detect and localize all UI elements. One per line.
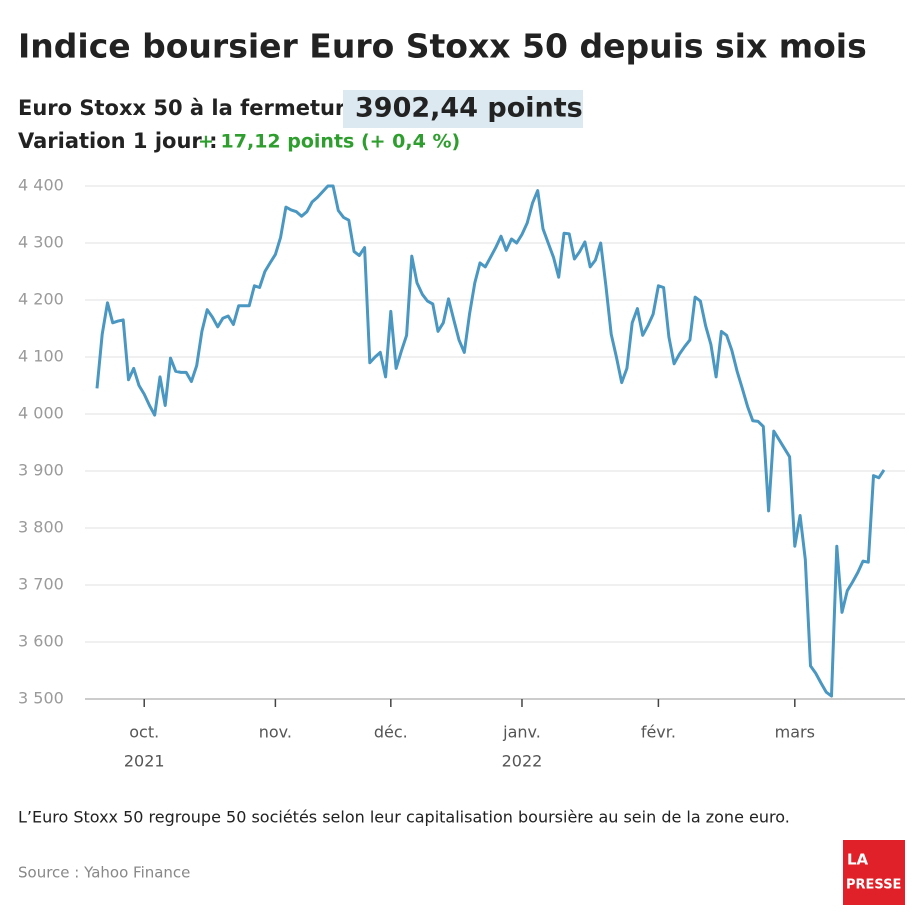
close-label: Euro Stoxx 50 à la fermeture :: [18, 96, 375, 120]
chart-title: Indice boursier Euro Stoxx 50 depuis six…: [18, 27, 867, 66]
change-value: + 17,12 points (+ 0,4 %): [198, 131, 460, 153]
y-tick-label: 3 800: [18, 518, 64, 537]
logo: [843, 840, 905, 905]
y-tick-label: 4 100: [18, 347, 64, 366]
logo-text: PRESSE: [846, 878, 901, 893]
y-tick-label: 3 500: [18, 689, 64, 708]
y-tick-label: 4 000: [18, 404, 64, 423]
y-tick-label: 3 700: [18, 575, 64, 594]
y-tick-label: 4 300: [18, 233, 64, 252]
y-tick-label: 4 400: [18, 176, 64, 195]
y-tick-label: 3 900: [18, 461, 64, 480]
y-tick-label: 3 600: [18, 632, 64, 651]
x-tick-label: oct.: [129, 723, 159, 742]
line: [95, 184, 886, 698]
x-tick-label: mars: [775, 723, 815, 742]
highlight: [343, 90, 583, 128]
change-label: Variation 1 jour :: [18, 129, 218, 153]
x-tick-label: févr.: [641, 723, 676, 742]
close-value: 3902,44 points: [355, 93, 583, 124]
x-tick-label: déc.: [374, 723, 408, 742]
x-tick-year: 2021: [124, 752, 165, 771]
x-tick-year: 2022: [502, 752, 543, 771]
source: Source : Yahoo Finance: [18, 864, 190, 882]
x-tick-label: janv.: [502, 723, 541, 742]
note: L’Euro Stoxx 50 regroupe 50 sociétés sel…: [18, 808, 790, 827]
logo-text: LA: [847, 851, 869, 869]
y-tick-label: 4 200: [18, 290, 64, 309]
x-tick-label: nov.: [259, 723, 292, 742]
